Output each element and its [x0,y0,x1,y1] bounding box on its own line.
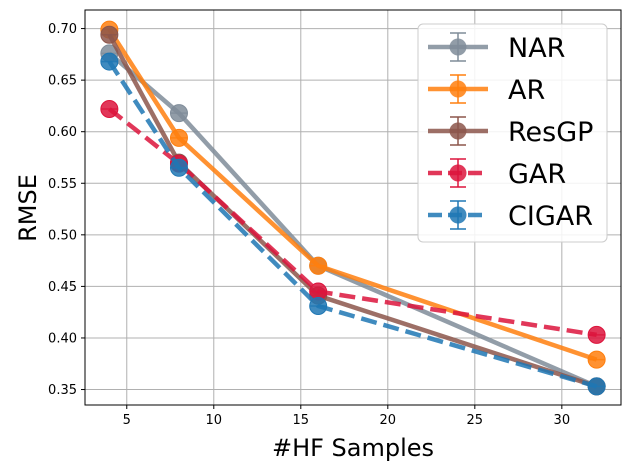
data-point-cigar [587,377,606,396]
series-layer [100,20,606,396]
legend-marker-nar [449,38,467,56]
y-tick-label: 0.55 [48,177,77,192]
series-cigar [100,52,606,396]
y-tick-label: 0.40 [48,331,77,346]
legend-marker-gar [449,164,467,182]
x-axis-ticks: 5 10 15 20 25 30 [123,405,570,428]
legend-marker-resgp [449,122,467,140]
legend-marker-ar [449,80,467,98]
data-point-cigar [100,52,119,71]
legend-marker-cigar [449,206,467,224]
series-line-gar [107,107,597,338]
x-tick-label: 15 [293,413,310,428]
y-tick-label: 0.70 [48,22,77,37]
y-axis-label: RMSE [14,174,42,242]
legend-item-ar: AR [428,74,545,106]
data-point-nar [169,104,188,123]
plot-frame [84,9,622,406]
legend-label-ar: AR [508,75,545,106]
y-tick-label: 0.50 [48,228,77,243]
data-point-resgp [100,25,119,44]
data-point-ar [309,256,328,275]
legend-item-gar: GAR [428,158,566,190]
x-tick-label: 10 [206,413,223,428]
legend-item-resgp: ResGP [428,116,593,148]
data-point-gar [100,100,119,119]
y-axis-ticks: 0.35 0.40 0.45 0.50 0.55 0.60 0.65 0.70 [48,22,85,398]
y-tick-label: 0.35 [48,383,77,398]
legend-label-gar: GAR [508,159,566,190]
series-line-cigar [107,60,598,389]
legend-item-cigar: CIGAR [428,200,593,232]
x-tick-label: 5 [123,413,131,428]
x-tick-label: 20 [380,413,397,428]
x-tick-label: 30 [554,413,571,428]
y-tick-label: 0.60 [48,125,77,140]
y-tick-label: 0.45 [48,280,77,295]
data-point-cigar [309,296,328,315]
legend-label-nar: NAR [508,33,565,64]
data-point-ar [587,350,606,369]
data-point-gar [587,325,606,344]
data-point-ar [169,128,188,147]
y-tick-label: 0.65 [48,74,77,89]
legend-item-nar: NAR [428,32,565,64]
data-point-cigar [169,158,188,177]
legend: NAR AR ResGP GAR CIGAR [417,23,608,243]
x-tick-label: 25 [467,413,484,428]
legend-label-cigar: CIGAR [508,201,593,232]
legend-label-resgp: ResGP [508,117,593,148]
x-axis-label: #HF Samples [272,434,434,462]
